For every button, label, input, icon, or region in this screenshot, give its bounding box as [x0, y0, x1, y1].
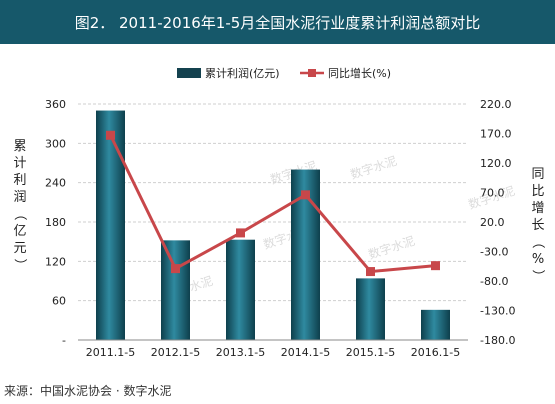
bar [226, 239, 255, 340]
left-tick-label: 300 [45, 137, 66, 150]
right-axis-title: 同 [531, 167, 544, 182]
x-tick-label: 2015.1-5 [346, 346, 395, 359]
right-tick-label: 220.0 [480, 98, 512, 111]
legend-bar-swatch [177, 68, 201, 78]
line-point [171, 264, 180, 274]
right-axis-title: 增 [531, 201, 544, 216]
legend-line-marker [308, 69, 316, 77]
left-tick-label: 60 [52, 295, 66, 308]
x-tick-label: 2011.1-5 [86, 346, 135, 359]
chart-title-bar: 图2． 2011-2016年1-5月全国水泥行业度累计利润总额对比 [0, 0, 555, 44]
bar [421, 309, 450, 340]
line-point [431, 261, 440, 271]
left-tick-label: 240 [45, 177, 66, 190]
watermark-text: 数字水泥 [366, 233, 416, 262]
legend-line-label: 同比增长(%) [328, 66, 391, 80]
watermark-layer: 数字水泥数字水泥数字水泥数字水泥数字水泥数字水泥 [164, 153, 516, 302]
left-tick-label: 120 [45, 255, 66, 268]
line-point [106, 130, 115, 140]
chart-title: 图2． 2011-2016年1-5月全国水泥行业度累计利润总额对比 [74, 13, 481, 32]
legend: 累计利润(亿元) 同比增长(%) [177, 66, 391, 80]
grid-lines [78, 103, 468, 341]
right-tick-label: -80.0 [480, 275, 508, 288]
left-axis-title: 累 [13, 139, 26, 154]
line-point [236, 228, 245, 238]
left-axis-title: 亿 [13, 224, 26, 239]
left-axis-title: 元 [13, 241, 26, 256]
right-tick-label: 120.0 [480, 157, 512, 170]
right-tick-label: 170.0 [480, 128, 512, 141]
x-tick-label: 2014.1-5 [281, 346, 330, 359]
left-axis-title: （ [12, 207, 27, 220]
right-axis-title: 长 [531, 218, 544, 233]
right-axis-title: % [532, 252, 544, 267]
left-axis-title: 润 [13, 190, 26, 205]
right-tick-label: -180.0 [480, 334, 515, 347]
x-tick-label: 2016.1-5 [411, 346, 460, 359]
right-tick-label: 70.0 [480, 187, 505, 200]
line-point [366, 267, 375, 277]
right-axis-title: 比 [531, 184, 544, 199]
line-point [301, 190, 310, 200]
right-tick-label: 20.0 [480, 216, 505, 229]
left-tick-label: - [62, 334, 66, 347]
watermark-text: 数字水泥 [348, 153, 398, 182]
left-axis-title: 利 [13, 173, 26, 188]
right-axis-title: （ [530, 235, 545, 248]
bar [356, 278, 385, 340]
legend-bar-label: 累计利润(亿元) [205, 66, 280, 80]
right-axis-title: ） [530, 269, 545, 282]
x-tick-label: 2013.1-5 [216, 346, 265, 359]
right-tick-label: -30.0 [480, 246, 508, 259]
left-axis-title: 计 [13, 156, 26, 171]
bar-series [96, 110, 450, 340]
left-tick-label: 180 [45, 216, 66, 229]
left-tick-label: 360 [45, 98, 66, 111]
line-series [106, 130, 440, 277]
bar [161, 240, 190, 340]
source-note: 来源：中国水泥协会 · 数字水泥 [4, 384, 172, 398]
left-axis-title: ） [12, 258, 27, 271]
growth-line [109, 134, 436, 274]
chart-area: 数字水泥数字水泥数字水泥数字水泥数字水泥数字水泥 -60120180240300… [12, 66, 545, 359]
bar [96, 110, 125, 340]
x-tick-label: 2012.1-5 [151, 346, 200, 359]
right-tick-label: -130.0 [480, 305, 515, 318]
axes: - 60 120 180 240 300 360 -180.0 -130.0 -80.0 -30.0… [12, 98, 545, 359]
